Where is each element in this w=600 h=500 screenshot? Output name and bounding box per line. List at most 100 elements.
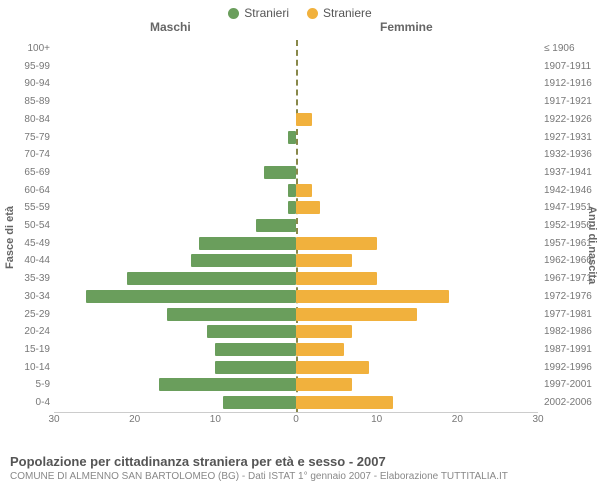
x-tick: 10 xyxy=(210,414,221,425)
pyramid-row xyxy=(54,40,538,58)
header-female: Femmine xyxy=(380,20,433,34)
bar-female xyxy=(296,184,312,197)
ylabel-age: 65-69 xyxy=(0,164,50,182)
ylabel-birth: 1922-1926 xyxy=(544,111,600,129)
pyramid-row xyxy=(54,359,538,377)
ylabel-birth: 1942-1946 xyxy=(544,182,600,200)
ylabel-age: 95-99 xyxy=(0,58,50,76)
legend-male-swatch xyxy=(228,8,239,19)
x-axis: 3020100102030 xyxy=(54,414,538,432)
pyramid-row xyxy=(54,376,538,394)
ylabel-birth: 1972-1976 xyxy=(544,288,600,306)
ylabel-age: 35-39 xyxy=(0,270,50,288)
ylabel-age: 5-9 xyxy=(0,376,50,394)
pyramid-row xyxy=(54,164,538,182)
ylabel-age: 80-84 xyxy=(0,111,50,129)
pyramid-row xyxy=(54,288,538,306)
bar-male xyxy=(288,201,296,214)
legend-male-label: Stranieri xyxy=(244,6,289,20)
bar-female xyxy=(296,343,344,356)
ylabel-age: 55-59 xyxy=(0,199,50,217)
x-tick: 20 xyxy=(129,414,140,425)
pyramid-row xyxy=(54,111,538,129)
pyramid-row xyxy=(54,199,538,217)
bar-male xyxy=(86,290,296,303)
ylabel-birth: 1917-1921 xyxy=(544,93,600,111)
x-tick: 30 xyxy=(48,414,59,425)
bar-male xyxy=(191,254,296,267)
pyramid-row xyxy=(54,58,538,76)
ylabel-birth: 1912-1916 xyxy=(544,75,600,93)
ylabel-age: 0-4 xyxy=(0,394,50,412)
ylabel-age: 85-89 xyxy=(0,93,50,111)
plot-area xyxy=(54,40,538,413)
ylabel-birth: 1952-1956 xyxy=(544,217,600,235)
pyramid-row xyxy=(54,75,538,93)
bar-male xyxy=(199,237,296,250)
bar-male xyxy=(256,219,296,232)
bar-female xyxy=(296,237,377,250)
header-male: Maschi xyxy=(150,20,191,34)
ylabel-age: 50-54 xyxy=(0,217,50,235)
bar-female xyxy=(296,396,393,409)
pyramid-row xyxy=(54,394,538,412)
footer: Popolazione per cittadinanza straniera p… xyxy=(10,454,590,482)
ylabel-birth: 1962-1966 xyxy=(544,252,600,270)
legend-female-label: Straniere xyxy=(323,6,372,20)
x-tick: 0 xyxy=(293,414,299,425)
pyramid-row xyxy=(54,306,538,324)
bar-female xyxy=(296,272,377,285)
bar-male xyxy=(207,325,296,338)
chart: Fasce di età Anni di nascita 30201001020… xyxy=(0,36,600,434)
bar-male xyxy=(223,396,296,409)
legend: Stranieri Straniere xyxy=(0,0,600,20)
ylabel-birth: 1927-1931 xyxy=(544,129,600,147)
ylabel-birth: 1982-1986 xyxy=(544,323,600,341)
bar-female xyxy=(296,113,312,126)
bar-male xyxy=(215,361,296,374)
legend-female-swatch xyxy=(307,8,318,19)
ylabel-age: 75-79 xyxy=(0,129,50,147)
x-tick: 30 xyxy=(532,414,543,425)
pyramid-row xyxy=(54,146,538,164)
bar-female xyxy=(296,378,352,391)
bar-male xyxy=(159,378,296,391)
ylabel-age: 10-14 xyxy=(0,359,50,377)
ylabel-birth: 1977-1981 xyxy=(544,306,600,324)
ylabel-age: 70-74 xyxy=(0,146,50,164)
ylabel-birth: 1997-2001 xyxy=(544,376,600,394)
bar-male xyxy=(288,131,296,144)
pyramid-row xyxy=(54,252,538,270)
ylabel-age: 60-64 xyxy=(0,182,50,200)
bar-female xyxy=(296,308,417,321)
ylabel-birth: 1992-1996 xyxy=(544,359,600,377)
bar-female xyxy=(296,290,449,303)
bar-male xyxy=(127,272,296,285)
x-tick: 10 xyxy=(371,414,382,425)
ylabel-birth: ≤ 1906 xyxy=(544,40,600,58)
ylabel-birth: 1987-1991 xyxy=(544,341,600,359)
ylabel-age: 20-24 xyxy=(0,323,50,341)
ylabel-age: 90-94 xyxy=(0,75,50,93)
bar-female xyxy=(296,254,352,267)
pyramid-row xyxy=(54,341,538,359)
legend-male: Stranieri xyxy=(228,6,289,20)
ylabel-birth: 1937-1941 xyxy=(544,164,600,182)
bar-female xyxy=(296,361,369,374)
ylabel-birth: 1957-1961 xyxy=(544,235,600,253)
pyramid-row xyxy=(54,93,538,111)
ylabel-age: 15-19 xyxy=(0,341,50,359)
bar-male xyxy=(215,343,296,356)
bar-female xyxy=(296,201,320,214)
ylabel-birth: 1947-1951 xyxy=(544,199,600,217)
ylabel-birth: 1967-1971 xyxy=(544,270,600,288)
pyramid-row xyxy=(54,270,538,288)
x-tick: 20 xyxy=(452,414,463,425)
chart-title: Popolazione per cittadinanza straniera p… xyxy=(10,454,590,469)
ylabel-age: 40-44 xyxy=(0,252,50,270)
chart-subtitle: COMUNE DI ALMENNO SAN BARTOLOMEO (BG) - … xyxy=(10,471,590,482)
bar-female xyxy=(296,325,352,338)
ylabel-age: 45-49 xyxy=(0,235,50,253)
ylabel-birth: 1932-1936 xyxy=(544,146,600,164)
column-headers: Maschi Femmine xyxy=(0,20,600,36)
